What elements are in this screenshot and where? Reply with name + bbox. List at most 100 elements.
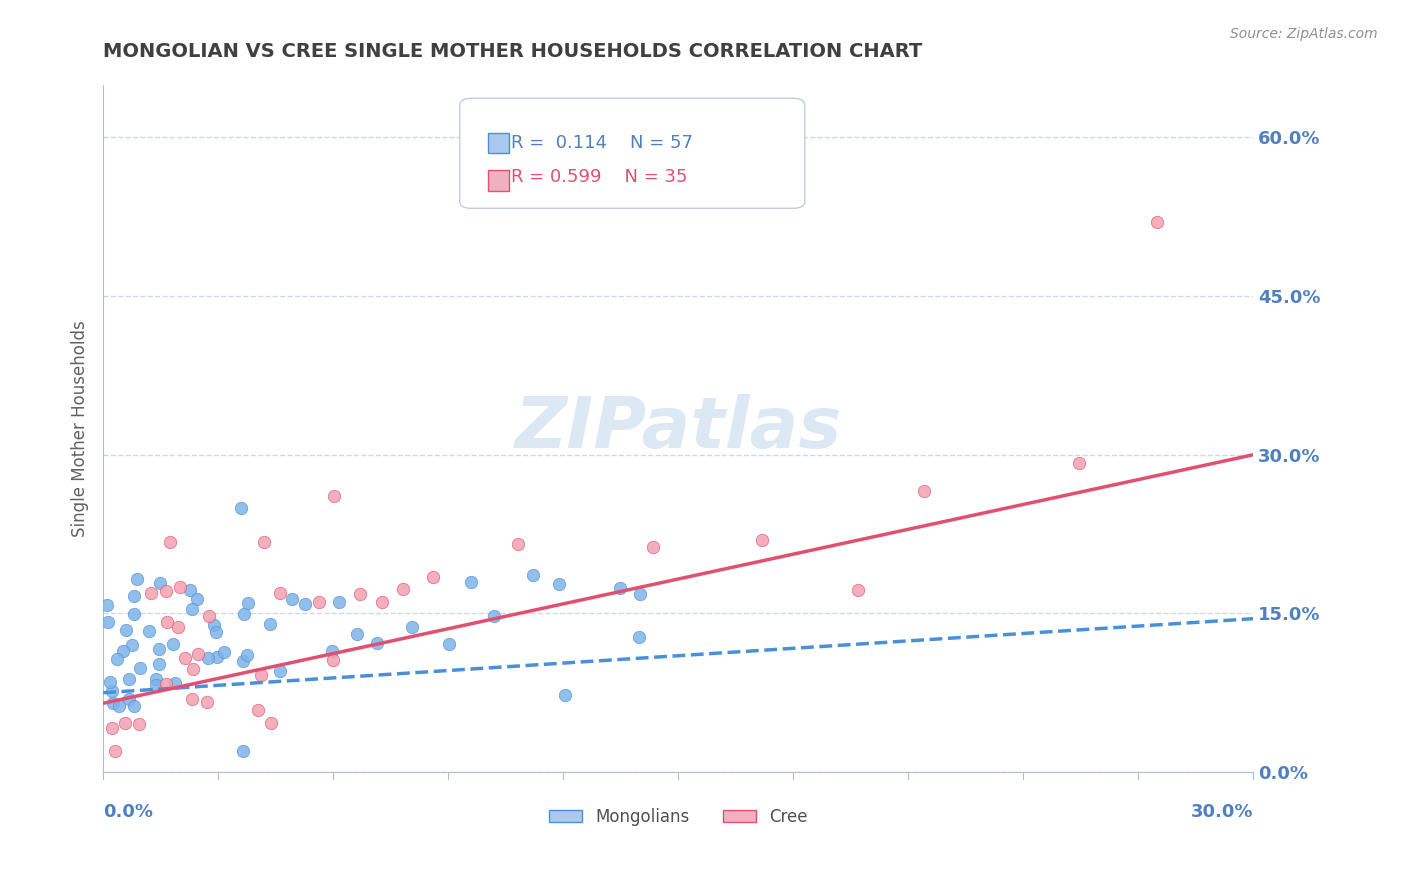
Text: 0.0%: 0.0% [103, 803, 153, 821]
Point [100, 674, 122, 689]
Point [322, 653, 344, 667]
Point [281, 592, 304, 607]
Point [238, 596, 260, 610]
Point [104, 744, 127, 758]
Point [128, 716, 150, 731]
Point [155, 677, 177, 691]
Point [253, 535, 276, 549]
Point [118, 673, 141, 687]
Point [174, 651, 197, 665]
Point [235, 648, 257, 663]
Point [460, 575, 482, 590]
Point [181, 661, 204, 675]
Point [167, 620, 190, 634]
Point [233, 607, 256, 621]
Point [139, 586, 162, 600]
Point [128, 661, 150, 675]
Point [124, 607, 146, 621]
Point [522, 568, 544, 582]
Point [100, 721, 122, 735]
Point [156, 615, 179, 629]
Point [437, 637, 460, 651]
Point [269, 586, 291, 600]
Point [246, 703, 269, 717]
Point [112, 644, 135, 658]
Point [554, 688, 576, 702]
Point [148, 657, 170, 671]
Point [148, 641, 170, 656]
Point [846, 582, 869, 597]
Text: MONGOLIAN VS CREE SINGLE MOTHER HOUSEHOLDS CORRELATION CHART: MONGOLIAN VS CREE SINGLE MOTHER HOUSEHOL… [103, 42, 922, 61]
Point [202, 618, 225, 632]
Point [149, 576, 172, 591]
Point [181, 601, 204, 615]
FancyBboxPatch shape [488, 133, 509, 153]
Legend: Mongolians, Cree: Mongolians, Cree [541, 801, 814, 832]
Point [1146, 215, 1168, 229]
Point [391, 582, 413, 596]
Point [122, 698, 145, 713]
Point [214, 645, 236, 659]
Point [159, 534, 181, 549]
Point [482, 608, 505, 623]
Point [96, 598, 118, 612]
Point [197, 650, 219, 665]
Point [371, 595, 394, 609]
Point [187, 647, 209, 661]
Point [165, 676, 187, 690]
Point [97, 615, 120, 629]
Point [122, 589, 145, 603]
Point [323, 489, 346, 503]
Point [232, 654, 254, 668]
Point [1069, 456, 1091, 470]
Point [232, 744, 254, 758]
Text: ZIPatlas: ZIPatlas [515, 393, 842, 463]
Point [308, 595, 330, 609]
Point [321, 644, 343, 658]
Text: R = 0.599    N = 35: R = 0.599 N = 35 [512, 169, 688, 186]
Point [627, 630, 650, 644]
Point [181, 691, 204, 706]
Point [641, 541, 664, 555]
Point [179, 583, 201, 598]
Point [912, 483, 935, 498]
FancyBboxPatch shape [460, 98, 804, 209]
Point [127, 572, 149, 586]
Text: Source: ZipAtlas.com: Source: ZipAtlas.com [1230, 27, 1378, 41]
Point [366, 636, 388, 650]
Point [229, 500, 252, 515]
Point [103, 696, 125, 710]
Point [294, 597, 316, 611]
Point [609, 581, 631, 595]
Point [548, 577, 571, 591]
Point [101, 683, 124, 698]
Point [250, 668, 273, 682]
Text: 30.0%: 30.0% [1191, 803, 1253, 821]
Point [751, 533, 773, 548]
Point [259, 617, 281, 632]
Point [630, 587, 652, 601]
Point [204, 625, 226, 640]
Point [401, 620, 423, 634]
Point [169, 580, 191, 594]
Point [269, 664, 291, 678]
Point [121, 638, 143, 652]
Point [138, 624, 160, 638]
Y-axis label: Single Mother Households: Single Mother Households [72, 320, 89, 537]
Point [205, 649, 228, 664]
Point [114, 715, 136, 730]
Point [105, 652, 128, 666]
Point [195, 695, 218, 709]
Point [346, 627, 368, 641]
Point [118, 692, 141, 706]
Point [328, 595, 350, 609]
Text: R =  0.114    N = 57: R = 0.114 N = 57 [512, 134, 693, 152]
Point [197, 608, 219, 623]
Point [145, 678, 167, 692]
Point [422, 569, 444, 583]
Point [506, 536, 529, 550]
Point [162, 637, 184, 651]
Point [115, 623, 138, 637]
Point [145, 673, 167, 687]
Point [108, 698, 131, 713]
